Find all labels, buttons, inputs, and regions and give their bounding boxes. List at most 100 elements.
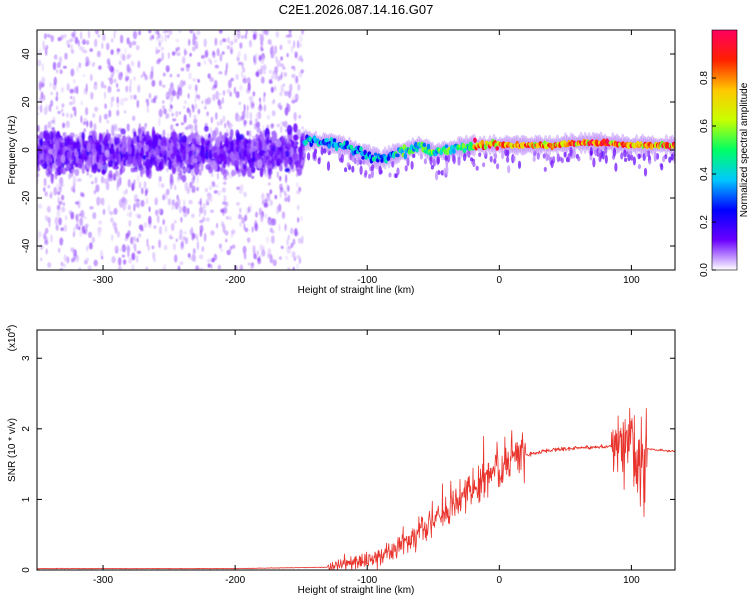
ridge-wisp: [452, 155, 456, 165]
noise-speck: [216, 121, 221, 126]
noise-speck: [145, 266, 148, 270]
noise-speck: [278, 203, 282, 213]
noise-speck: [158, 180, 161, 188]
noise-speck: [133, 203, 136, 212]
noise-speck: [70, 186, 75, 192]
noise-speck: [110, 74, 114, 79]
ridge-wisp: [351, 165, 355, 173]
noise-speck: [226, 249, 231, 256]
noise-speck: [252, 33, 257, 41]
noise-speck: [161, 35, 164, 44]
ridge-wisp: [493, 158, 497, 164]
noise-speck: [147, 244, 150, 252]
noise-speck: [196, 174, 199, 184]
noise-speck: [212, 93, 216, 102]
noise-speck: [66, 39, 71, 46]
ridge-wisp: [670, 153, 674, 161]
noise-speck: [135, 45, 140, 51]
noise-speck: [260, 214, 264, 223]
noise-speck: [48, 104, 52, 113]
noise-speck: [183, 199, 186, 208]
ridge-wisp: [494, 153, 498, 160]
noise-speck: [143, 181, 147, 189]
noise-speck: [242, 245, 247, 254]
noise-speck: [58, 217, 62, 226]
noise-speck: [89, 174, 92, 178]
noise-speck: [241, 69, 244, 78]
noise-blob: [116, 147, 119, 156]
noise-speck: [293, 111, 297, 120]
noise-blob: [293, 134, 299, 142]
noise-speck: [290, 242, 294, 248]
noise-speck: [224, 201, 229, 207]
noise-speck: [137, 84, 141, 93]
ridge-core: [403, 152, 408, 160]
noise-speck: [196, 241, 199, 250]
noise-speck: [93, 259, 98, 267]
noise-speck: [141, 187, 144, 195]
noise-speck: [294, 228, 298, 237]
noise-speck: [178, 111, 182, 115]
noise-blob: [239, 161, 243, 173]
noise-speck: [171, 112, 174, 117]
noise-speck: [80, 31, 83, 40]
noise-speck: [218, 71, 223, 75]
noise-speck: [179, 79, 184, 88]
ridge-wisp: [629, 150, 633, 156]
ridge-wisp: [326, 161, 331, 171]
spectrogram-ytick-label: -20: [21, 190, 32, 205]
noise-speck: [246, 237, 251, 243]
noise-speck: [204, 51, 209, 59]
noise-speck: [249, 39, 252, 48]
colorbar-gradient: [711, 29, 738, 271]
ridge-wisp: [612, 147, 617, 157]
noise-speck: [214, 59, 217, 63]
noise-speck: [105, 181, 110, 191]
noise-blob: [92, 154, 95, 166]
noise-speck: [177, 84, 181, 92]
ridge-wisp: [429, 155, 433, 166]
noise-speck: [188, 72, 192, 80]
snr-scale-factor: (x104): [6, 325, 18, 352]
noise-speck: [191, 46, 196, 52]
noise-blob: [116, 152, 119, 164]
ridge-wisp: [599, 151, 603, 160]
ridge-wisp: [430, 164, 434, 170]
noise-speck: [86, 60, 91, 66]
noise-blob: [254, 149, 258, 160]
noise-speck: [226, 45, 231, 50]
noise-speck: [75, 223, 79, 230]
noise-blob: [284, 167, 290, 173]
noise-blob: [170, 142, 174, 147]
noise-speck: [221, 187, 226, 193]
noise-speck: [110, 38, 114, 43]
noise-speck: [170, 87, 175, 96]
noise-field: [37, 30, 306, 270]
ridge-wisp: [388, 172, 392, 178]
noise-speck: [300, 215, 303, 221]
ridge-wisp: [653, 151, 657, 162]
noise-speck: [189, 30, 194, 34]
noise-speck: [295, 75, 299, 84]
ridge-core: [361, 156, 365, 160]
noise-speck: [260, 40, 264, 47]
noise-speck: [113, 207, 118, 215]
noise-speck: [239, 221, 242, 227]
noise-speck: [134, 243, 137, 253]
noise-speck: [83, 216, 87, 220]
noise-speck: [100, 176, 104, 184]
noise-speck: [183, 212, 189, 217]
noise-speck: [116, 88, 120, 92]
noise-blob: [197, 152, 201, 161]
noise-blob: [84, 154, 89, 162]
noise-blob: [224, 138, 229, 149]
noise-speck: [250, 175, 255, 179]
noise-speck: [109, 173, 113, 182]
noise-speck: [71, 258, 75, 263]
noise-speck: [179, 229, 183, 237]
noise-speck: [68, 210, 73, 216]
noise-speck: [132, 236, 135, 241]
noise-blob: [205, 145, 209, 152]
noise-speck: [136, 99, 140, 109]
noise-speck: [292, 238, 296, 246]
